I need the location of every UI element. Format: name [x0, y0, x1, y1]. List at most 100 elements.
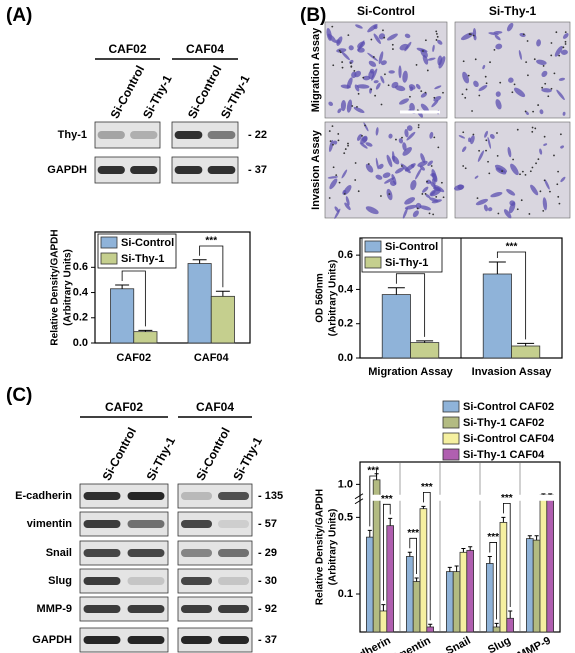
legend-swatch	[442, 432, 460, 445]
significance-label: ***	[501, 493, 513, 504]
pore	[542, 65, 545, 67]
micro-row-label: Invasion Assay	[310, 129, 322, 210]
cell	[409, 86, 414, 92]
cell	[353, 106, 365, 114]
pore	[428, 212, 431, 215]
significance-bracket	[489, 542, 497, 620]
error-bar	[138, 329, 153, 332]
pore	[338, 49, 341, 52]
cell	[484, 130, 488, 138]
error-bar	[428, 623, 433, 627]
cell	[478, 85, 488, 92]
cell	[355, 24, 363, 29]
significance-bracket	[503, 502, 511, 607]
cell	[375, 157, 379, 170]
error-bar	[461, 548, 466, 553]
bar	[459, 551, 468, 633]
cell	[415, 83, 421, 90]
cell	[474, 175, 479, 179]
cell	[475, 198, 488, 206]
blot-row-label: GAPDH	[32, 634, 72, 646]
blot-band	[174, 166, 203, 174]
error-bar	[421, 505, 426, 509]
cell	[368, 60, 377, 67]
x-tick-label: Vimentin	[386, 634, 433, 653]
pore	[343, 152, 346, 155]
pore	[497, 212, 500, 215]
blot-band	[83, 605, 121, 613]
pore	[471, 110, 473, 112]
pore	[354, 179, 357, 181]
pore	[531, 130, 534, 133]
cell	[404, 128, 409, 138]
cell	[506, 189, 516, 196]
cell	[406, 125, 413, 131]
legend-label: Si-Thy-1 CAF04	[463, 449, 545, 461]
cell	[354, 84, 360, 92]
cell	[411, 163, 415, 168]
cell	[373, 33, 381, 44]
pore	[337, 133, 340, 135]
cell	[539, 109, 544, 115]
pore	[539, 190, 542, 193]
cell	[556, 89, 565, 101]
pore	[489, 61, 491, 64]
significance-label: ***	[407, 528, 419, 539]
cell	[333, 140, 338, 145]
pore	[467, 74, 470, 77]
legend-swatch	[100, 236, 118, 249]
cell	[388, 133, 393, 139]
cell	[359, 142, 368, 149]
cell	[356, 133, 363, 141]
cell	[380, 60, 387, 66]
bar	[419, 508, 428, 633]
pore	[343, 193, 346, 195]
cell	[477, 150, 485, 162]
cell	[420, 92, 428, 98]
pore	[531, 166, 534, 169]
x-tick-label: MMP-9	[516, 635, 553, 653]
lane-label: Si-Control	[193, 425, 233, 483]
cell	[560, 145, 565, 149]
cell	[337, 108, 342, 114]
pore	[384, 73, 386, 76]
cell	[400, 163, 411, 174]
pore	[512, 158, 515, 161]
pore	[370, 38, 373, 41]
cell	[389, 180, 397, 187]
error-bar	[388, 517, 393, 526]
cell	[541, 70, 548, 77]
bar	[110, 288, 135, 344]
blot-band	[217, 605, 250, 613]
cell	[543, 143, 548, 146]
pore	[461, 93, 464, 96]
error-bar	[416, 340, 434, 343]
blot-band	[127, 577, 165, 585]
significance-bracket	[496, 251, 527, 340]
cell	[336, 48, 347, 53]
cell	[508, 202, 516, 214]
cell	[394, 167, 405, 174]
pore	[543, 179, 546, 182]
cell	[458, 135, 466, 139]
cell	[425, 193, 431, 199]
pore	[388, 193, 391, 195]
pore	[391, 43, 394, 46]
cell	[514, 87, 526, 98]
panel-label: (B)	[300, 5, 326, 26]
pore	[341, 61, 344, 63]
cell	[420, 103, 429, 113]
pore	[557, 195, 560, 198]
y-tick-label: 0.6	[338, 249, 353, 261]
pore	[537, 158, 540, 161]
error-bar	[115, 284, 130, 289]
legend-swatch	[442, 400, 460, 413]
pore	[331, 25, 334, 28]
blot-size-label: - 37	[258, 634, 277, 646]
cell	[402, 70, 408, 83]
pore	[347, 142, 349, 145]
micro-column-label: Si-Control	[357, 4, 415, 18]
bar	[386, 525, 394, 633]
pore	[522, 33, 525, 36]
error-bar	[192, 259, 207, 264]
